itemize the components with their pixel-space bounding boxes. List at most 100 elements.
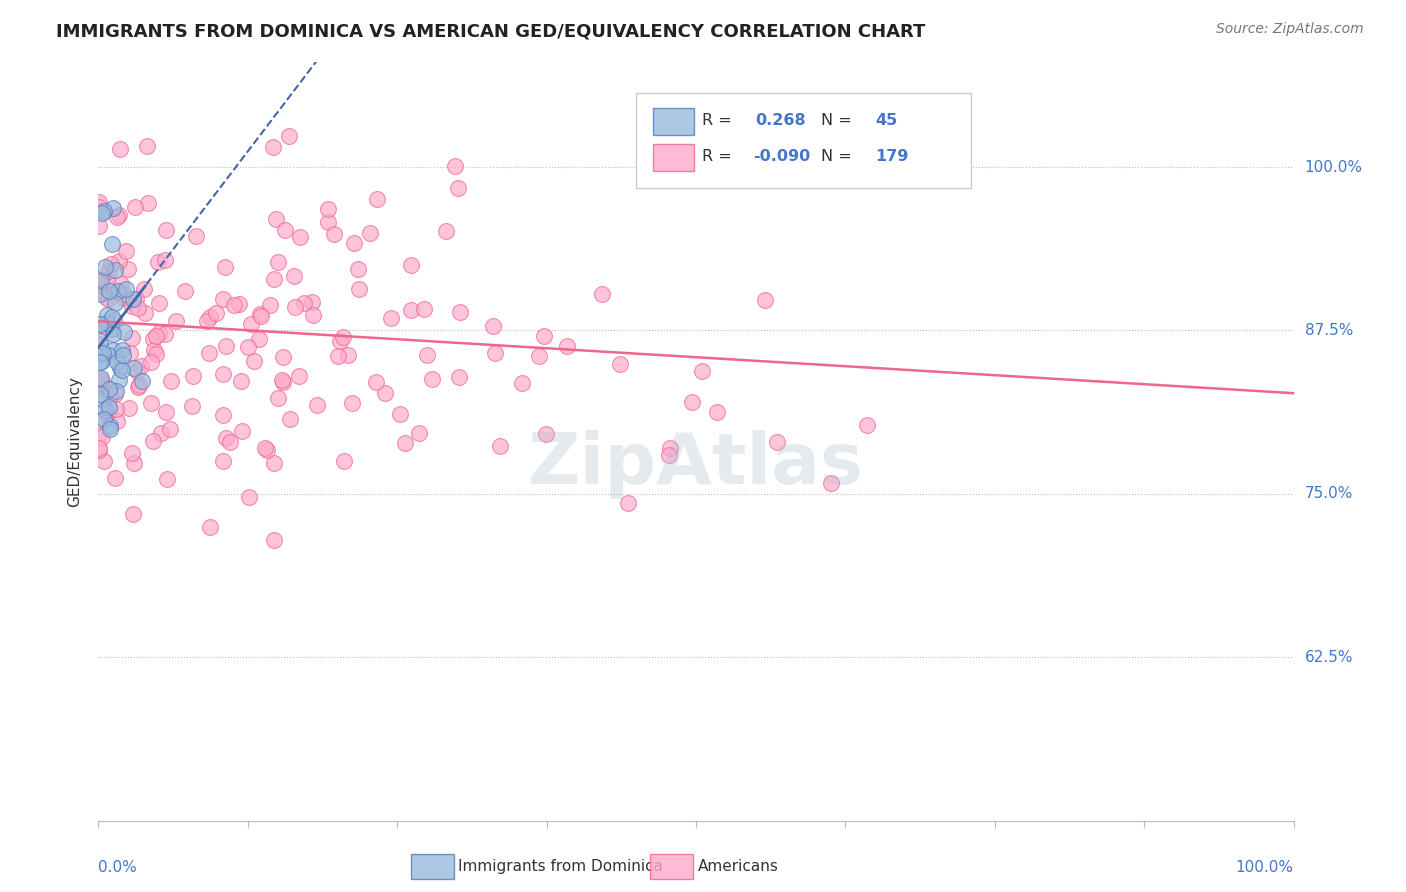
Point: [659, 441, 682, 455]
Point: [288, 368, 311, 383]
Point: [96, 316, 118, 330]
Point: [292, 296, 315, 310]
Point: [534, 426, 557, 441]
Point: [326, 349, 349, 363]
Point: [98, 418, 121, 433]
Point: [125, 364, 148, 378]
Point: [267, 391, 290, 405]
Point: [238, 490, 260, 504]
Point: [205, 306, 228, 320]
Point: [259, 298, 281, 312]
Point: [484, 345, 506, 359]
Point: [98, 402, 121, 417]
Point: [262, 140, 284, 154]
Text: 87.5%: 87.5%: [1305, 323, 1353, 338]
Point: [91, 392, 114, 406]
Point: [101, 343, 124, 358]
Point: [236, 340, 259, 354]
Point: [267, 255, 290, 269]
Point: [316, 215, 339, 229]
Point: [100, 310, 122, 325]
Point: [263, 533, 285, 548]
Point: [380, 310, 402, 325]
Point: [482, 319, 505, 334]
Point: [316, 202, 339, 216]
Point: [273, 350, 295, 364]
Point: [270, 373, 292, 387]
Point: [111, 343, 134, 357]
Point: [658, 449, 681, 463]
Point: [533, 329, 555, 343]
Point: [91, 430, 114, 444]
Point: [347, 261, 370, 276]
Text: 179: 179: [876, 149, 908, 164]
Point: [104, 296, 127, 310]
Point: [681, 395, 703, 409]
Point: [139, 355, 162, 369]
Point: [145, 329, 167, 343]
Point: [87, 412, 110, 426]
Point: [263, 456, 285, 470]
Point: [94, 403, 117, 417]
Point: [263, 272, 285, 286]
Point: [115, 282, 138, 296]
Point: [136, 196, 159, 211]
Point: [197, 314, 219, 328]
Point: [336, 348, 359, 362]
Point: [115, 244, 138, 258]
Point: [155, 405, 177, 419]
Point: [148, 255, 170, 269]
Point: [211, 409, 233, 423]
Point: [149, 426, 172, 441]
Point: [124, 201, 146, 215]
Point: [214, 260, 236, 275]
Text: Source: ZipAtlas.com: Source: ZipAtlas.com: [1216, 22, 1364, 37]
Point: [273, 376, 295, 390]
Point: [90, 206, 112, 220]
Point: [93, 260, 115, 274]
Point: [156, 472, 179, 486]
Point: [134, 306, 156, 320]
Point: [280, 412, 302, 426]
Point: [98, 383, 121, 397]
Point: [89, 278, 111, 293]
Point: [413, 301, 436, 316]
Point: [105, 355, 128, 369]
Point: [212, 368, 235, 382]
Point: [332, 330, 354, 344]
Point: [89, 275, 111, 289]
Point: [222, 298, 245, 312]
Point: [100, 388, 122, 402]
Text: IMMIGRANTS FROM DOMINICA VS AMERICAN GED/EQUIVALENCY CORRELATION CHART: IMMIGRANTS FROM DOMINICA VS AMERICAN GED…: [56, 22, 925, 40]
Text: ZipAtlas: ZipAtlas: [529, 430, 863, 499]
Point: [97, 348, 120, 362]
Point: [89, 200, 111, 214]
Point: [96, 273, 118, 287]
Text: 62.5%: 62.5%: [1305, 649, 1353, 665]
Point: [155, 223, 177, 237]
Point: [134, 282, 156, 296]
Point: [108, 361, 131, 376]
Point: [87, 443, 110, 458]
Point: [198, 310, 221, 324]
Point: [112, 325, 135, 339]
Point: [706, 405, 728, 419]
Point: [307, 397, 329, 411]
Point: [87, 441, 110, 455]
Point: [323, 227, 346, 241]
Point: [401, 302, 423, 317]
Point: [91, 375, 114, 389]
Point: [254, 441, 277, 455]
Point: [104, 471, 127, 485]
FancyBboxPatch shape: [652, 108, 693, 136]
Point: [117, 261, 139, 276]
Point: [422, 372, 444, 386]
Point: [389, 407, 412, 421]
Point: [91, 380, 114, 394]
Point: [529, 349, 551, 363]
Point: [142, 332, 165, 346]
Point: [121, 299, 143, 313]
Point: [174, 284, 197, 298]
Point: [90, 353, 112, 368]
Point: [211, 292, 233, 306]
